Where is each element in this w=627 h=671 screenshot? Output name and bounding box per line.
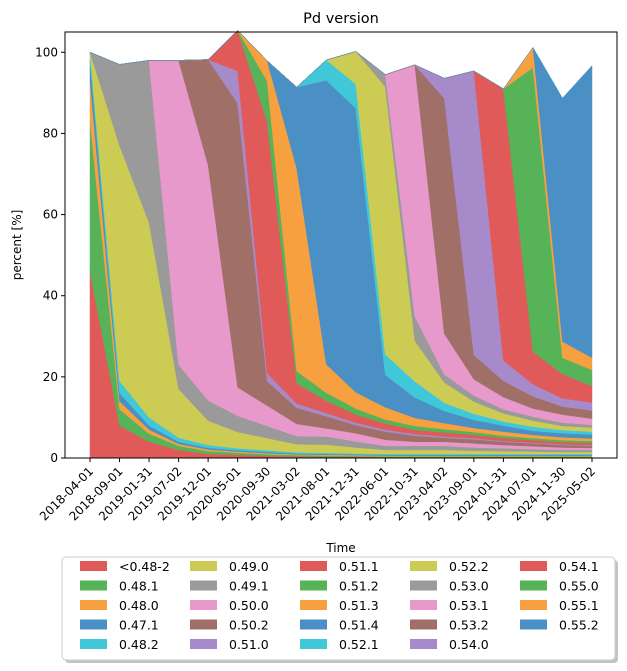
legend-label: 0.48.2 bbox=[119, 637, 159, 652]
legend-label: 0.50.2 bbox=[229, 618, 269, 633]
x-axis: 2018-04-012018-09-012019-01-312019-07-02… bbox=[37, 458, 598, 523]
legend-swatch bbox=[410, 619, 437, 630]
legend-label: 0.55.0 bbox=[559, 579, 599, 594]
x-axis-label: Time bbox=[325, 541, 355, 555]
legend-swatch bbox=[300, 580, 327, 591]
y-tick-label: 60 bbox=[43, 208, 58, 222]
legend-label: 0.54.1 bbox=[559, 559, 599, 574]
legend-label: 0.50.0 bbox=[229, 598, 269, 613]
legend-swatch bbox=[410, 639, 437, 649]
legend-swatch bbox=[300, 600, 327, 610]
legend-swatch bbox=[80, 600, 107, 610]
legend-swatch bbox=[80, 639, 107, 649]
legend-swatch bbox=[190, 580, 217, 591]
legend-swatch bbox=[520, 561, 547, 571]
legend-swatch bbox=[410, 600, 437, 610]
legend-swatch bbox=[520, 580, 547, 591]
legend-swatch bbox=[80, 561, 107, 571]
legend-label: 0.51.1 bbox=[339, 559, 379, 574]
legend-label: 0.53.1 bbox=[449, 598, 489, 613]
legend-label: 0.52.1 bbox=[339, 637, 379, 652]
y-tick-label: 80 bbox=[43, 126, 58, 140]
legend-swatch bbox=[410, 561, 437, 571]
y-axis: 0 20 40 60 80 100 bbox=[35, 45, 65, 465]
legend-label: 0.51.3 bbox=[339, 598, 379, 613]
legend-swatch bbox=[300, 639, 327, 649]
chart-legend: <0.48-2 0.48.1 0.48.0 0.47.1 0.48.2 0.49.0 0.4… bbox=[61, 556, 618, 663]
legend-swatch bbox=[300, 619, 327, 630]
legend-label: 0.48.0 bbox=[119, 598, 159, 613]
plot-frame bbox=[64, 31, 618, 459]
legend-label: 0.55.1 bbox=[559, 598, 599, 613]
legend-label: 0.53.2 bbox=[449, 618, 489, 633]
legend-label: 0.49.0 bbox=[229, 559, 269, 574]
legend-label: 0.54.0 bbox=[449, 637, 489, 652]
legend-swatch bbox=[300, 561, 327, 571]
legend-swatch bbox=[190, 639, 217, 649]
y-tick-label: 0 bbox=[50, 451, 58, 465]
area-layers bbox=[89, 29, 593, 459]
legend-label: 0.51.0 bbox=[229, 637, 269, 652]
legend-label: 0.47.1 bbox=[119, 618, 159, 633]
legend-label: 0.52.2 bbox=[449, 559, 489, 574]
legend-label: 0.48.1 bbox=[119, 579, 159, 594]
legend-swatch bbox=[190, 561, 217, 571]
legend-swatch bbox=[80, 619, 107, 630]
y-tick-label: 20 bbox=[43, 370, 58, 384]
area-series-23 bbox=[89, 30, 593, 359]
chart-title: Pd version bbox=[303, 11, 379, 27]
y-tick-label: 40 bbox=[43, 289, 58, 303]
legend-swatch bbox=[190, 619, 217, 630]
legend-label: 0.49.1 bbox=[229, 579, 269, 594]
legend-swatch bbox=[80, 580, 107, 591]
legend-swatch bbox=[520, 600, 547, 610]
legend-label: 0.55.2 bbox=[559, 618, 599, 633]
legend-label: 0.51.2 bbox=[339, 579, 379, 594]
legend-label: 0.51.4 bbox=[339, 618, 379, 633]
legend-label: <0.48-2 bbox=[119, 559, 170, 574]
legend-label: 0.53.0 bbox=[449, 579, 489, 594]
legend-swatch bbox=[410, 580, 437, 591]
legend-swatch bbox=[190, 600, 217, 610]
y-axis-label: percent [%] bbox=[10, 210, 24, 281]
legend-swatch bbox=[520, 619, 547, 630]
y-tick-label: 100 bbox=[35, 45, 58, 59]
